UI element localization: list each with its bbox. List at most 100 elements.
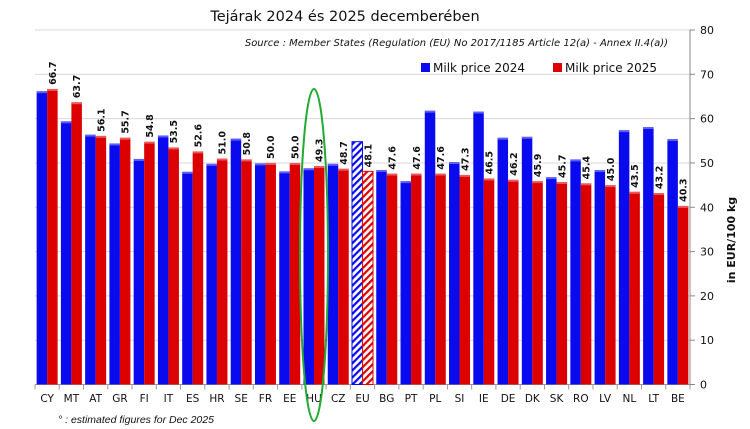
bar-2025-PL [435,173,446,385]
category-label: ES [186,393,200,405]
data-label-2025: 54.8 [145,114,156,138]
y-tick-label: 20 [700,290,714,303]
data-label-2025: 50.8 [242,132,253,156]
bar-2024-IE [473,111,484,385]
bar-2024-HU [303,168,314,385]
bar-2024-DK [521,136,533,385]
category-label: HR [209,393,224,405]
bar-2025-HR [216,158,228,385]
category-label: BE [671,393,685,405]
bar-2024-GR [109,143,120,385]
bar-2025-BE [677,205,689,385]
data-label-2025: 56.1 [96,108,107,131]
bar-2024-SK [546,177,557,385]
data-label-2025: 48.1 [363,144,374,167]
bar-highlight [653,193,665,196]
bar-highlight [192,151,204,154]
data-label-2025: 47.3 [460,147,471,170]
bar-highlight [60,121,72,124]
bar-highlight [473,111,484,114]
bar-2025-SE [241,159,252,385]
y-axis-ticks: 0 10 20 30 40 50 60 70 80 [690,24,714,392]
bar-2024-DE [497,137,509,385]
bar-2024-AT [85,134,96,385]
bar-2024-NL [618,130,630,385]
data-label-2025: 48.7 [339,141,350,164]
y-axis-label: in EUR/100 kg [725,197,738,283]
bar-highlight [497,137,509,140]
bar-highlight [338,168,349,171]
bar-highlight [618,130,630,133]
bar-highlight [570,159,581,162]
bar-highlight [157,135,169,138]
data-label-2025: 45.9 [533,154,544,177]
data-labels: 66.7 63.7 56.1 55.7 54.8 53.5 52.6 51.0 50.8 50.0… [48,61,690,201]
bar-highlight [532,181,543,184]
data-label-2025: 45.7 [557,155,568,178]
data-label-2025: 63.7 [72,75,83,98]
bar-highlight [327,163,339,166]
legend-label-2024: Milk price 2024 [433,61,525,75]
bar-highlight [546,177,557,180]
bar-highlight [85,134,96,137]
category-label: MT [64,393,80,405]
data-label-2025: 52.6 [193,124,204,148]
bar-highlight [119,137,131,140]
footnote: ° : estimated figures for Dec 2025 [58,414,214,426]
bar-highlight [376,170,387,173]
bar-2024-EU [351,141,363,385]
bar-highlight [241,159,252,162]
data-label-2025: 47.6 [412,146,423,170]
data-label-2025: 51.0 [218,131,229,155]
data-label-2025: 66.7 [48,61,59,84]
data-label-2025: 50.0 [266,135,277,159]
bar-2025-CZ [338,168,349,385]
bars [36,88,689,385]
bar-2024-EE [279,171,290,385]
data-label-2025: 49.3 [315,139,326,162]
data-label-2025: 55.7 [121,110,132,133]
category-label: RO [573,393,589,405]
bar-highlight [508,179,519,182]
bar-2025-EU [362,170,374,385]
bar-highlight [265,162,276,165]
bar-2025-ES [192,151,204,385]
bar-2024-PT [400,181,412,385]
bar-2025-NL [629,191,640,385]
y-tick-label: 80 [700,24,714,37]
data-label-2025: 40.3 [679,178,690,201]
data-label-2025: 46.2 [509,152,520,175]
category-label: EE [283,393,296,405]
category-label: FR [259,393,272,405]
bar-highlight [629,191,640,194]
category-label: IT [164,393,174,405]
data-label-2025: 43.5 [630,164,641,187]
data-label-2025: 45.4 [582,155,593,179]
bar-highlight [677,205,689,208]
category-label: HU [306,393,322,405]
data-label-2025: 46.5 [485,151,496,174]
bar-2025-SI [459,174,471,385]
bar-2024-LV [594,170,606,385]
category-label: NL [622,393,636,405]
bar-highlight [182,171,193,174]
bar-2025-MT [71,102,82,385]
category-label: CY [40,393,54,405]
y-tick-label: 50 [700,157,714,170]
category-label: CZ [331,393,346,405]
category-label: DE [501,393,516,405]
y-tick-label: 70 [700,68,714,81]
category-label: SK [550,393,565,405]
y-tick-label: 30 [700,246,714,259]
bar-highlight [459,174,471,177]
category-label: IE [479,393,489,405]
category-labels: CY MT AT GR FI IT ES HR SE FR EE HU CZ EU BG PT PL SI IE DE… [34,384,691,405]
bar-highlight [230,138,242,141]
bar-highlight [71,102,82,105]
legend: Milk price 2024 Milk price 2025 [421,61,657,75]
bar-2024-IT [157,135,169,385]
bar-highlight [303,168,314,171]
bar-2025-DE [508,179,519,385]
bar-highlight [449,162,460,165]
bar-2025-FI [144,141,155,385]
